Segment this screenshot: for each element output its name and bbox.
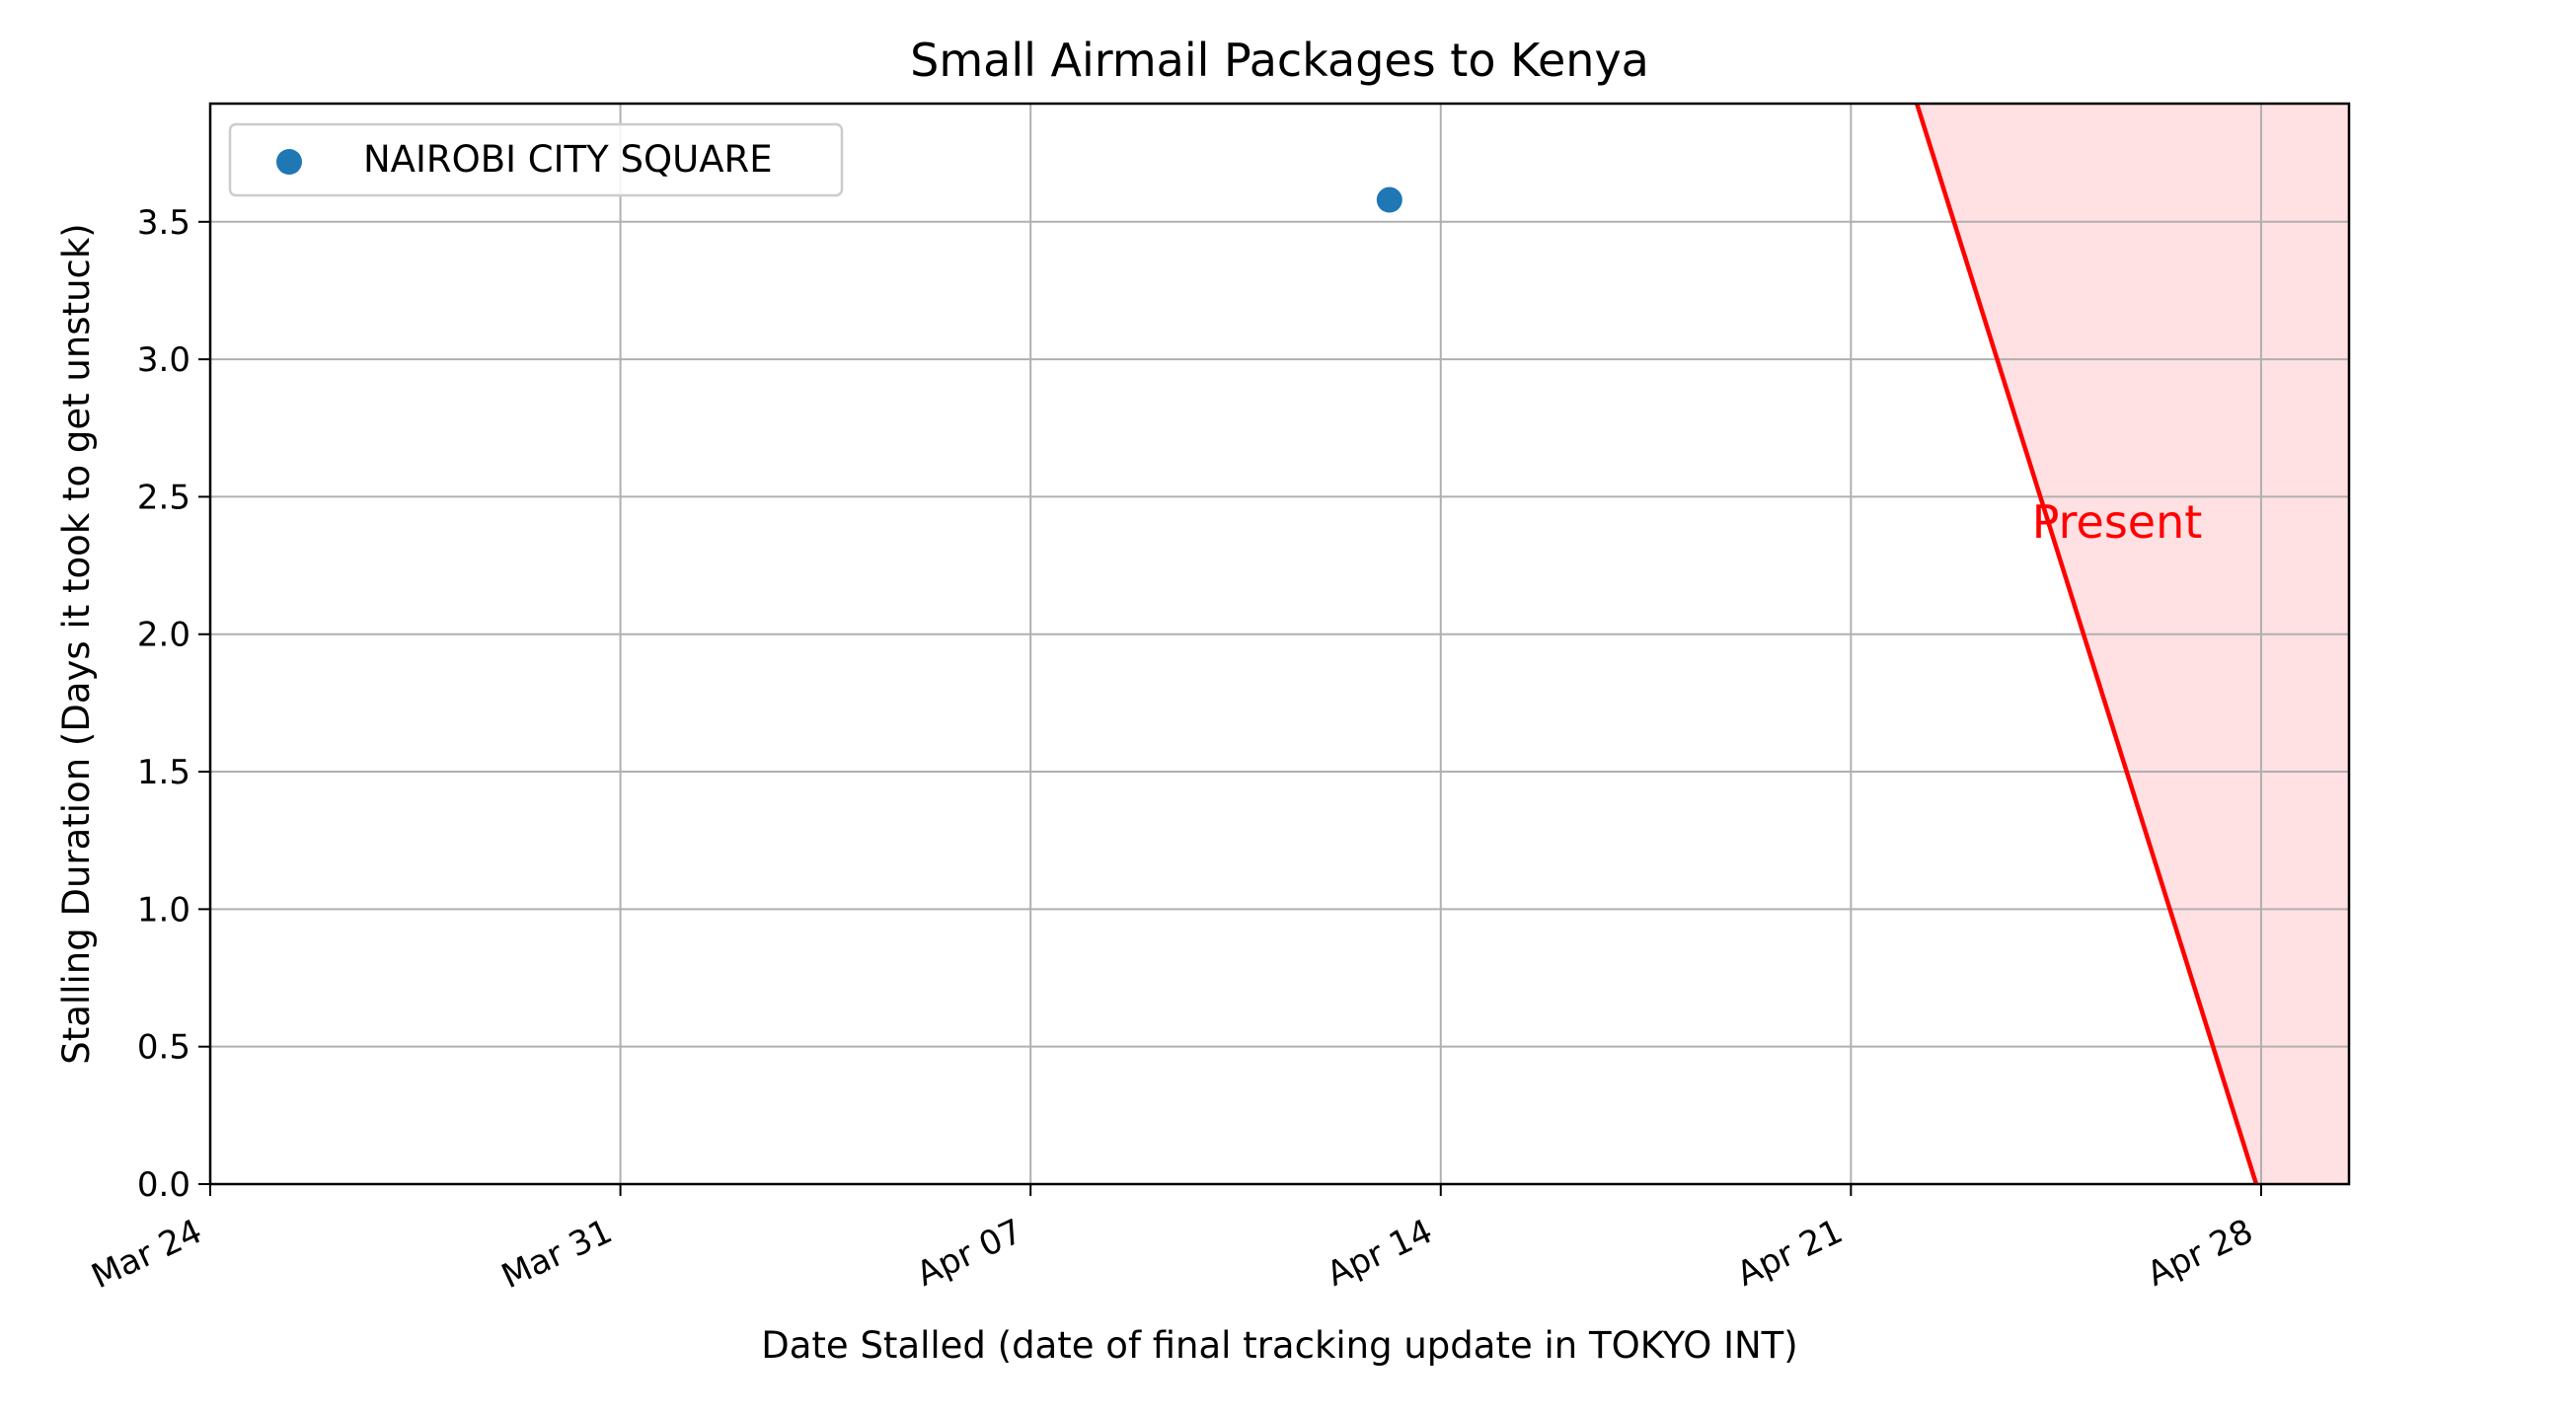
y-axis-label: Stalling Duration (Days it took to get u… [55,223,98,1064]
x-axis-label: Date Stalled (date of final tracking upd… [761,1324,1797,1367]
legend-marker [276,149,302,175]
y-tick-label: 1.0 [137,890,190,930]
y-tick-label: 2.0 [137,616,190,655]
y-tick-label: 3.5 [137,203,190,243]
x-tick-label: Mar 31 [495,1212,618,1297]
plot-frame [208,102,2351,1186]
chart-title: Small Airmail Packages to Kenya [910,34,1649,87]
data-point [1376,186,1402,213]
present-shaded-region [1917,104,2349,1184]
present-label: Present [2032,495,2203,549]
y-tick-label: 2.5 [137,478,190,517]
x-tick-label: Apr 07 [911,1212,1028,1295]
present-line [1915,103,2259,1185]
x-tick-label: Apr 28 [2142,1212,2259,1295]
y-tick-label: 3.0 [137,340,190,380]
legend-box [228,122,844,197]
y-tick-label: 0.5 [137,1028,190,1068]
y-tick-label: 1.5 [137,753,190,792]
x-tick-label: Mar 24 [86,1212,208,1297]
x-tick-label: Apr 14 [1321,1212,1438,1295]
x-tick-label: Apr 21 [1731,1212,1849,1295]
y-tick-label: 0.0 [137,1165,190,1205]
legend-label: NAIROBI CITY SQUARE [363,138,773,181]
